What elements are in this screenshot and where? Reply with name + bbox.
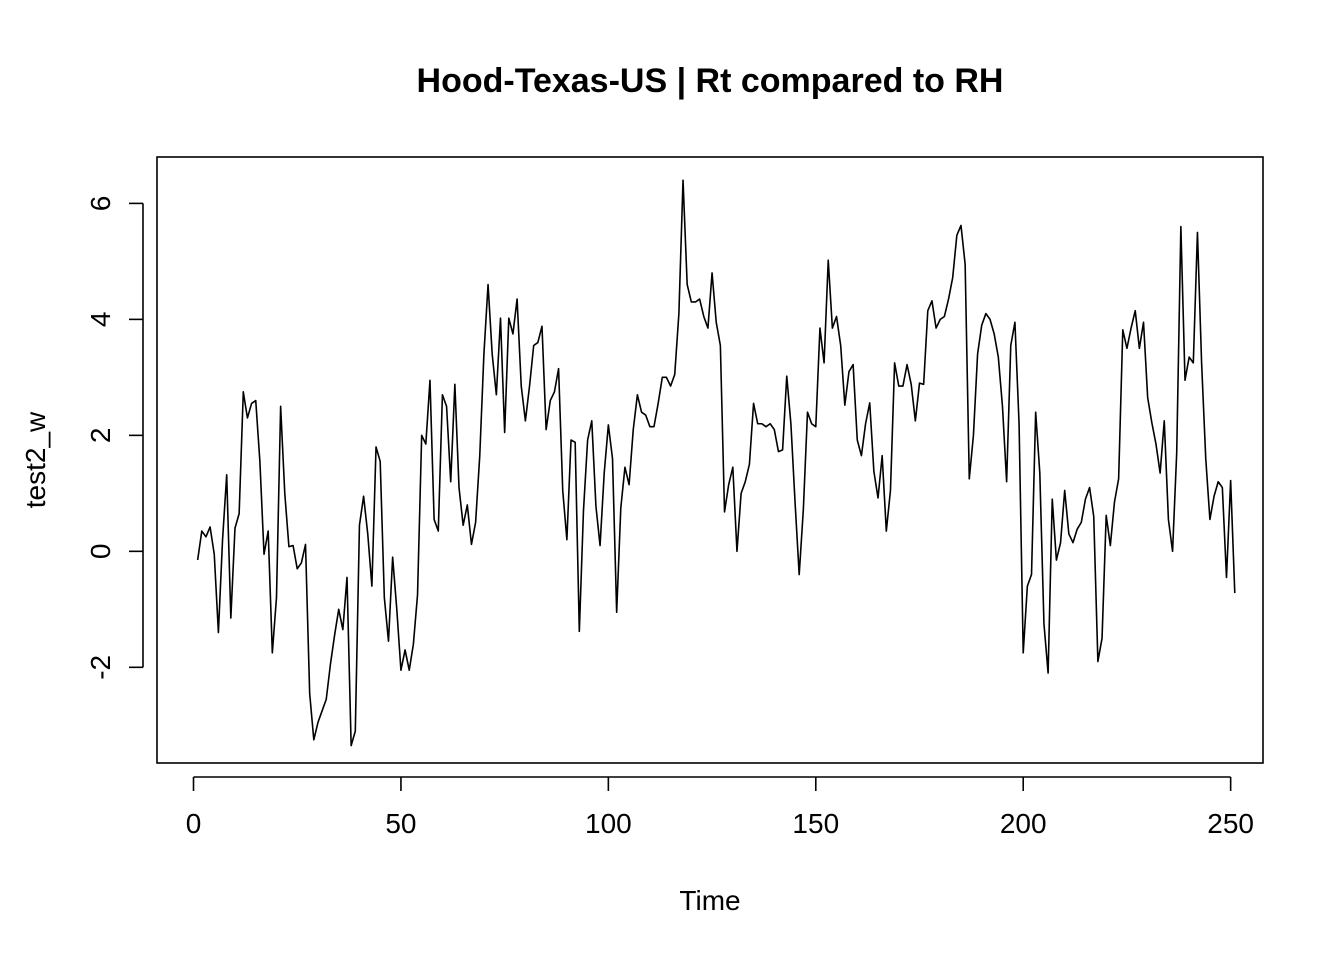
y-axis-label: test2_w	[20, 411, 51, 508]
y-tick-label: -2	[85, 655, 116, 680]
y-tick-label: 2	[85, 428, 116, 444]
x-tick-label: 50	[385, 808, 416, 839]
x-axis-label: Time	[679, 885, 740, 916]
series-group	[196, 179, 1236, 747]
y-tick-label: 0	[85, 544, 116, 560]
series-line	[196, 179, 1236, 747]
y-axis: -2 0 2 4 6	[85, 196, 144, 680]
x-tick-label: 250	[1207, 808, 1254, 839]
x-axis: 0 50 100 150 200 250	[186, 776, 1254, 839]
plot-frame	[156, 156, 1264, 764]
x-tick-label: 100	[585, 808, 632, 839]
x-tick-label: 150	[792, 808, 839, 839]
x-tick-label: 200	[1000, 808, 1047, 839]
x-tick-label: 0	[186, 808, 202, 839]
y-tick-label: 4	[85, 312, 116, 328]
y-tick-label: 6	[85, 196, 116, 212]
chart-title: Hood-Texas-US | Rt compared to RH	[417, 62, 1004, 100]
